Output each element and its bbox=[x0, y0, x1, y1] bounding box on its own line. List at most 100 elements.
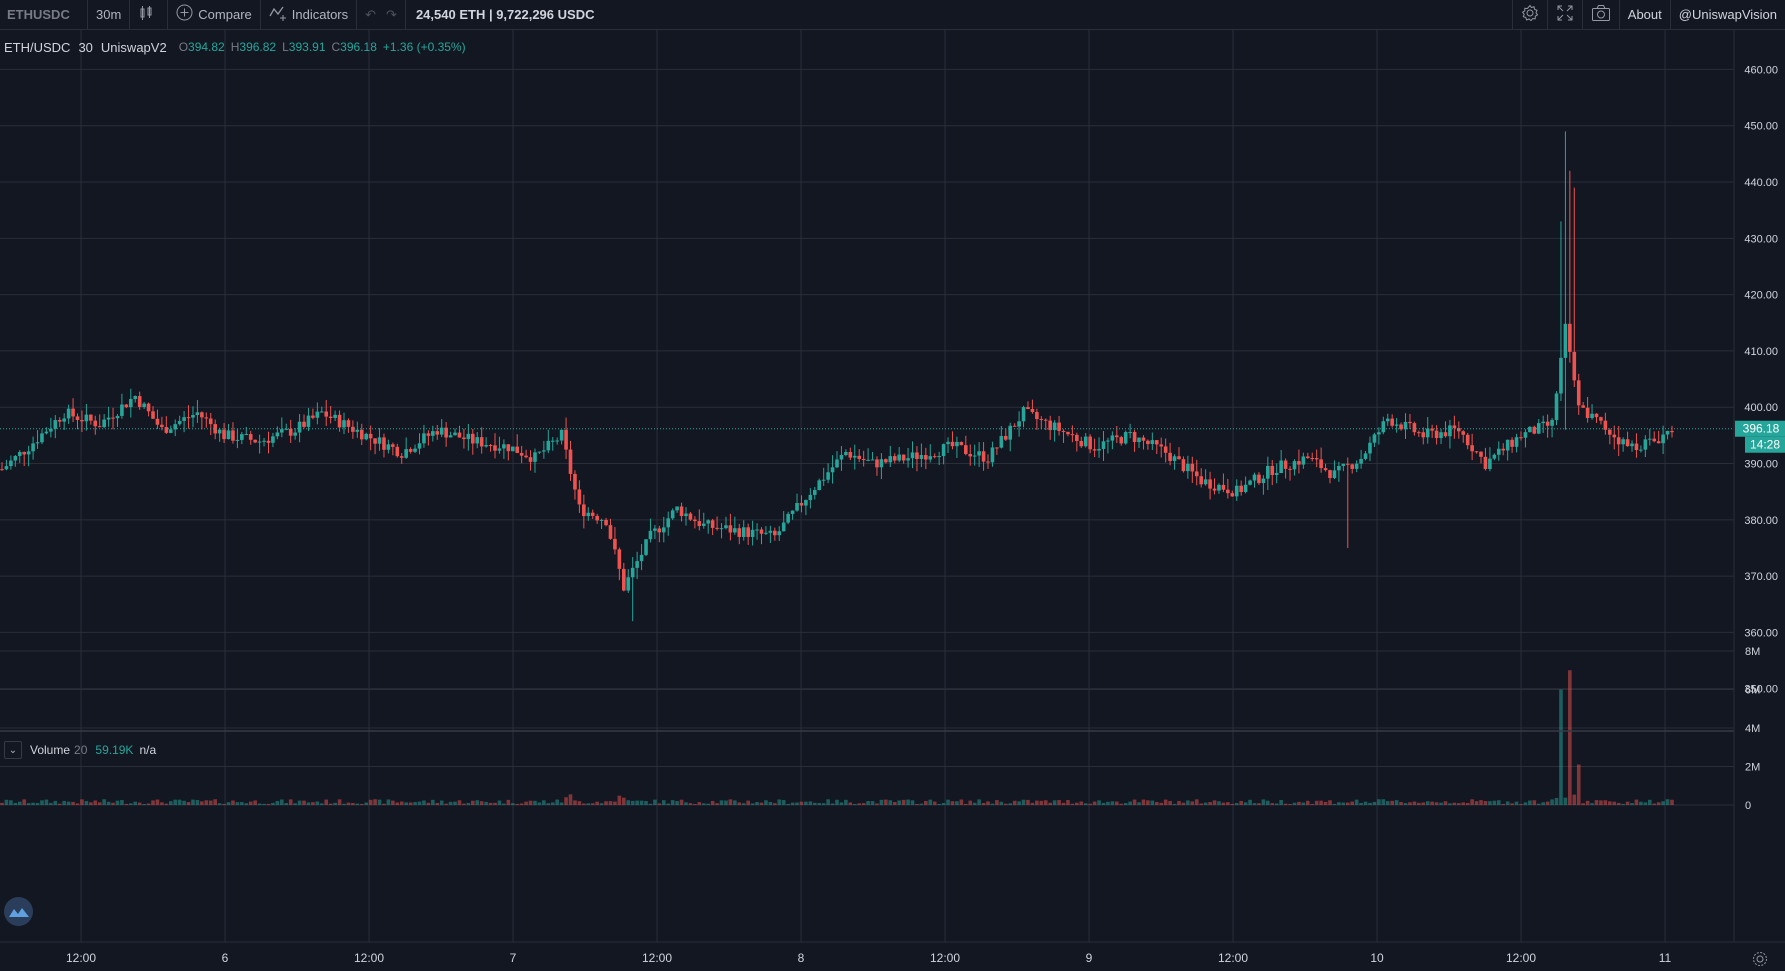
volume-bar bbox=[946, 799, 950, 805]
candle-body bbox=[0, 469, 4, 471]
volume-tick-label: 4M bbox=[1745, 723, 1760, 735]
volume-bar bbox=[866, 801, 870, 805]
candle-body bbox=[1021, 407, 1026, 422]
volume-bar bbox=[217, 803, 222, 805]
volume-bar bbox=[879, 799, 884, 805]
volume-bar bbox=[701, 803, 706, 805]
volume-bar bbox=[524, 801, 528, 805]
candle-body bbox=[75, 416, 80, 421]
volume-bar bbox=[941, 803, 946, 805]
volume-bar bbox=[1226, 802, 1230, 805]
candle-body bbox=[550, 440, 555, 442]
candlestick-series bbox=[0, 131, 1674, 622]
volume-bar bbox=[706, 803, 710, 805]
candle-body bbox=[1403, 421, 1408, 430]
volume-bar bbox=[741, 803, 746, 805]
volume-bar bbox=[1035, 800, 1039, 805]
candle-body bbox=[1461, 431, 1466, 435]
candle-body bbox=[808, 494, 813, 501]
fullscreen-button[interactable] bbox=[1546, 0, 1582, 29]
candle-body bbox=[733, 528, 737, 533]
symbol-search[interactable]: ETHUSDC bbox=[0, 0, 88, 29]
price-chart[interactable]: 460.00 450.00 440.00 430.00 420.00 410.00 400.… bbox=[0, 30, 1785, 971]
volume-bar bbox=[1647, 799, 1652, 805]
volume-bar bbox=[1203, 802, 1208, 805]
candle-body bbox=[795, 502, 799, 511]
candle-body bbox=[821, 479, 826, 481]
undo-icon[interactable]: ↶ bbox=[365, 6, 377, 22]
volume-bar bbox=[599, 803, 604, 805]
candle-body bbox=[84, 414, 89, 422]
candle-body bbox=[972, 455, 977, 457]
uniswap-vision-logo-icon[interactable] bbox=[4, 897, 33, 926]
candle-body bbox=[1568, 323, 1572, 352]
volume-bar bbox=[515, 803, 520, 805]
volume-bar bbox=[1345, 802, 1350, 805]
candle-body bbox=[204, 417, 209, 419]
candle-body bbox=[648, 530, 653, 540]
chart-type-button[interactable] bbox=[130, 0, 169, 29]
volume-bar bbox=[777, 799, 782, 805]
settings-button[interactable] bbox=[1511, 0, 1547, 29]
candle-body bbox=[1430, 428, 1434, 431]
volume-bar bbox=[115, 800, 120, 805]
volume-bar bbox=[750, 803, 755, 805]
volume-bar bbox=[1123, 803, 1128, 805]
main-legend: ETH/USDC 30 UniswapV2 O394.82 H396.82 L3… bbox=[4, 38, 472, 56]
candle-body bbox=[630, 567, 635, 578]
about-link[interactable]: About bbox=[1618, 0, 1670, 29]
candle-body bbox=[1492, 454, 1497, 459]
volume-bar bbox=[670, 800, 675, 805]
candle-body bbox=[852, 455, 857, 458]
volume-bar bbox=[186, 802, 191, 805]
candle-body bbox=[431, 431, 435, 436]
volume-bar bbox=[1061, 802, 1066, 805]
volume-bar bbox=[448, 801, 453, 805]
volume-tick-label: 6M bbox=[1745, 685, 1760, 697]
volume-bar bbox=[888, 800, 893, 805]
candle-body bbox=[1643, 439, 1648, 450]
candle-body bbox=[1266, 465, 1270, 479]
volume-bar bbox=[1585, 800, 1590, 805]
volume-bar bbox=[559, 802, 564, 805]
volume-bar bbox=[759, 802, 764, 805]
candle-body bbox=[830, 467, 835, 473]
gear-icon[interactable] bbox=[1753, 952, 1767, 966]
candle-body bbox=[510, 446, 515, 452]
indicators-button[interactable]: Indicators bbox=[261, 0, 358, 29]
candle-body bbox=[1026, 407, 1030, 410]
volume-bar bbox=[1208, 801, 1212, 805]
volume-tick-label: 2M bbox=[1745, 762, 1760, 774]
candle-body bbox=[337, 414, 342, 428]
candle-body bbox=[497, 448, 502, 451]
candle-body bbox=[1092, 449, 1097, 451]
candle-body bbox=[524, 455, 528, 458]
price-tick-label: 430.00 bbox=[1744, 233, 1778, 245]
volume-legend: ⌄ Volume 20 59.19K n/a bbox=[4, 741, 156, 759]
candle-body bbox=[1590, 413, 1594, 419]
volume-bar bbox=[1528, 800, 1532, 805]
chevron-down-icon[interactable]: ⌄ bbox=[4, 741, 22, 759]
snapshot-button[interactable] bbox=[1581, 0, 1619, 29]
volume-bar bbox=[1323, 801, 1328, 805]
volume-bar bbox=[884, 799, 888, 805]
candle-body bbox=[715, 527, 719, 529]
account-link[interactable]: @UniswapVision bbox=[1669, 0, 1785, 29]
volume-bar bbox=[1239, 800, 1243, 805]
candle-body bbox=[515, 446, 520, 453]
interval-button[interactable]: 30m bbox=[88, 0, 131, 29]
candle-body bbox=[1483, 456, 1488, 470]
volume-bar bbox=[200, 801, 204, 805]
compare-button[interactable]: Compare bbox=[168, 0, 261, 29]
volume-bar bbox=[995, 800, 999, 805]
volume-bar bbox=[1337, 802, 1341, 805]
volume-bar bbox=[1030, 802, 1035, 805]
candle-body bbox=[399, 456, 404, 458]
volume-bar bbox=[1368, 802, 1372, 805]
candle-body bbox=[1488, 458, 1492, 470]
candle-body bbox=[240, 434, 244, 440]
redo-icon[interactable]: ↷ bbox=[386, 6, 397, 22]
volume-bar bbox=[582, 803, 586, 805]
candle-body bbox=[35, 442, 40, 444]
volume-bar bbox=[426, 802, 431, 805]
